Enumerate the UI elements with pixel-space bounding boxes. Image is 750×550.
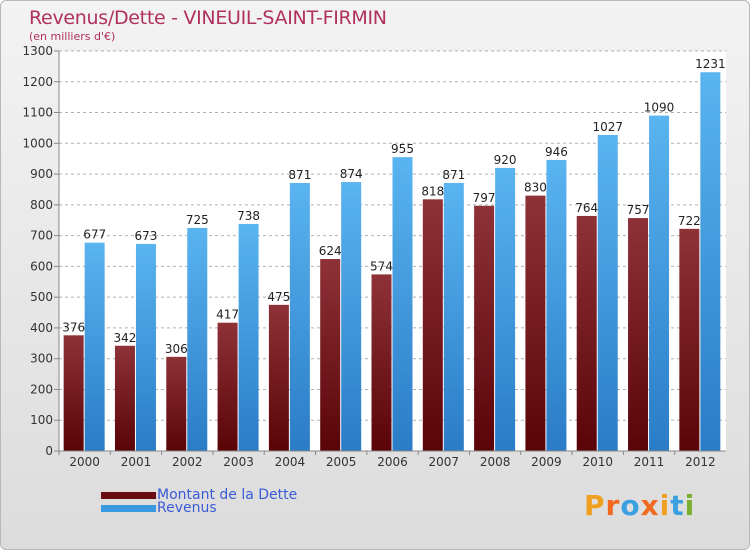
bar-dette (63, 335, 84, 451)
y-tick-label: 400 (30, 321, 53, 335)
bar-revenus (443, 183, 464, 451)
y-tick-label: 600 (30, 259, 53, 273)
y-tick-label: 1100 (22, 106, 53, 120)
bar-revenus (289, 183, 310, 451)
y-tick-label: 200 (30, 382, 53, 396)
legend-label-revenus: Revenus (157, 500, 217, 516)
y-tick-label: 300 (30, 352, 53, 366)
data-label-dette: 757 (627, 203, 650, 217)
bar-revenus (649, 115, 670, 451)
data-label-dette: 574 (370, 259, 393, 273)
data-label-dette: 830 (524, 181, 547, 195)
bar-dette (371, 274, 392, 451)
bar-revenus (546, 159, 567, 451)
x-tick-label: 2010 (582, 455, 613, 469)
legend-label-dette: Montant de la Dette (157, 487, 298, 503)
data-label-revenus: 946 (545, 145, 568, 159)
data-label-revenus: 677 (83, 228, 106, 242)
bar-revenus (392, 157, 413, 451)
bar-dette (576, 215, 597, 451)
x-tick-label: 2002 (172, 455, 203, 469)
data-label-dette: 306 (165, 342, 188, 356)
data-label-dette: 818 (421, 184, 444, 198)
bar-dette (679, 228, 700, 451)
bar-dette (166, 356, 187, 451)
chart-title: Revenus/Dette - VINEUIL-SAINT-FIRMIN (29, 7, 387, 29)
x-tick-label: 2006 (377, 455, 408, 469)
x-tick-label: 2001 (121, 455, 152, 469)
x-tick-label: 2005 (326, 455, 357, 469)
bar-dette (628, 218, 649, 451)
data-label-revenus: 955 (391, 142, 414, 156)
x-tick-label: 2004 (275, 455, 306, 469)
data-label-dette: 475 (267, 290, 290, 304)
x-tick-label: 2011 (634, 455, 665, 469)
bar-dette (525, 195, 546, 451)
data-label-dette: 342 (114, 331, 137, 345)
data-label-revenus: 1027 (592, 120, 623, 134)
data-label-revenus: 871 (442, 168, 465, 182)
bar-dette (320, 259, 341, 451)
bar-revenus (597, 135, 618, 451)
bar-dette (217, 322, 238, 451)
x-tick-label: 2012 (685, 455, 716, 469)
y-tick-label: 700 (30, 229, 53, 243)
x-tick-label: 2008 (480, 455, 511, 469)
chart-subtitle: (en milliers d'€) (29, 30, 116, 43)
y-tick-label: 1300 (22, 44, 53, 58)
data-label-revenus: 920 (494, 153, 517, 167)
y-tick-label: 800 (30, 198, 53, 212)
bar-dette (474, 205, 495, 451)
data-label-revenus: 874 (340, 167, 363, 181)
x-tick-label: 2000 (69, 455, 100, 469)
data-label-revenus: 738 (237, 209, 260, 223)
data-label-dette: 376 (62, 320, 85, 334)
bar-revenus (187, 227, 208, 451)
y-tick-label: 1200 (22, 75, 53, 89)
bar-dette (268, 304, 289, 451)
bar-revenus (238, 223, 259, 451)
bar-dette (114, 345, 135, 451)
y-tick-label: 1000 (22, 136, 53, 150)
bar-dette (422, 199, 443, 451)
data-label-dette: 764 (575, 201, 598, 215)
bar-revenus (495, 167, 516, 451)
data-label-revenus: 1231 (695, 57, 726, 71)
y-tick-label: 0 (45, 444, 53, 458)
data-label-revenus: 673 (135, 229, 158, 243)
x-tick-label: 2007 (429, 455, 460, 469)
data-label-revenus: 725 (186, 213, 209, 227)
legend-swatch-dette (101, 492, 156, 499)
bar-revenus (135, 243, 156, 451)
y-tick-label: 500 (30, 290, 53, 304)
y-tick-label: 100 (30, 413, 53, 427)
bar-revenus (700, 72, 721, 451)
x-tick-label: 2009 (531, 455, 562, 469)
data-label-dette: 624 (319, 244, 342, 258)
data-label-revenus: 1090 (644, 101, 675, 115)
y-tick-label: 900 (30, 167, 53, 181)
data-label-revenus: 871 (288, 168, 311, 182)
bar-revenus (341, 182, 362, 452)
x-tick-label: 2003 (223, 455, 254, 469)
data-label-dette: 797 (473, 191, 496, 205)
proxiti-logo: Proxiti (584, 489, 696, 522)
legend-swatch-revenus (101, 505, 156, 512)
bar-revenus (84, 242, 105, 451)
data-label-dette: 417 (216, 308, 239, 322)
data-label-dette: 722 (678, 214, 701, 228)
